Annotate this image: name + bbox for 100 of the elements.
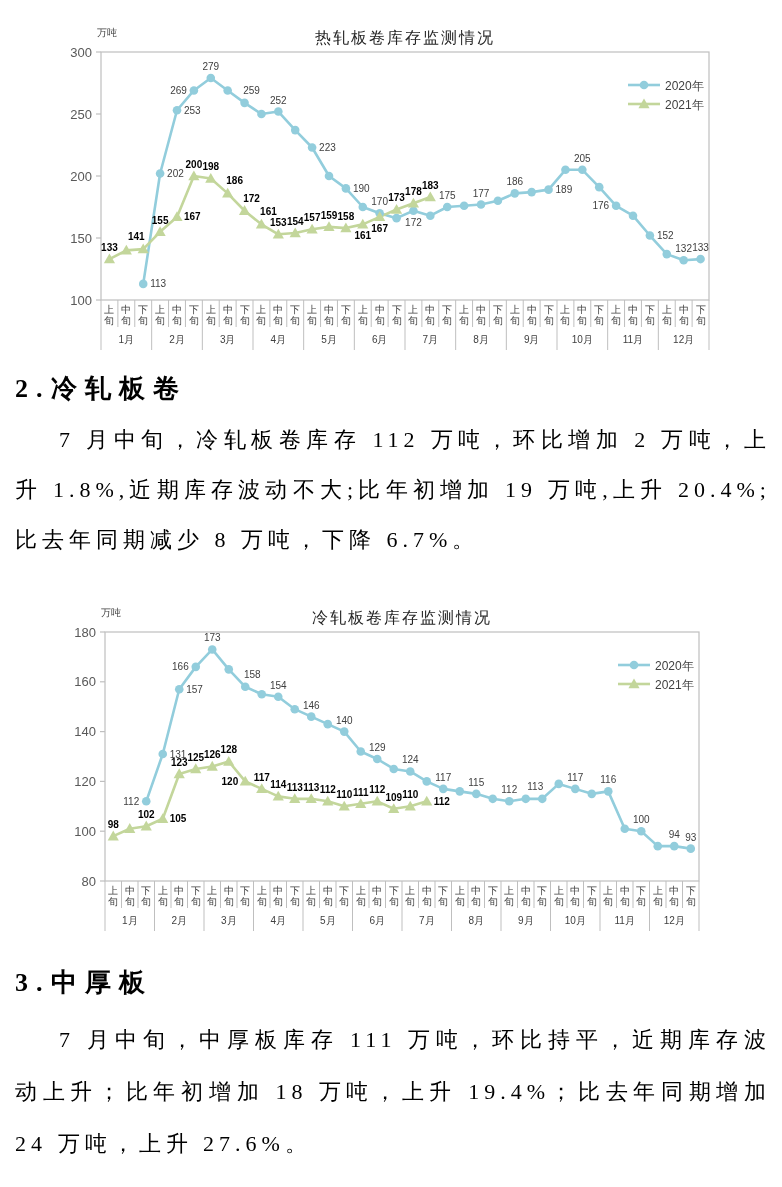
data-label: 158	[243, 668, 262, 680]
x-tick-label: 上旬	[459, 304, 470, 326]
x-tick-label: 中旬	[223, 885, 234, 907]
x-tick-label: 下旬	[644, 304, 655, 326]
data-label: 111	[352, 786, 369, 798]
x-tick-label: 中旬	[124, 885, 135, 907]
y-tick-label: 160	[74, 674, 96, 690]
data-label: 200	[185, 159, 203, 170]
x-tick-label: 中旬	[476, 304, 486, 326]
point	[189, 86, 199, 95]
y-tick-label: 100	[74, 823, 96, 839]
data-label: 157	[303, 212, 321, 224]
point	[544, 185, 553, 194]
x-tick-label: 上旬	[256, 304, 267, 326]
legend-label: 2021年	[665, 97, 704, 112]
point	[158, 749, 168, 759]
chart-title: 冷轧板卷库存监测情况	[312, 609, 492, 626]
data-label: 112	[319, 784, 337, 796]
point	[504, 797, 514, 806]
x-tick-label: 下旬	[239, 304, 250, 326]
x-tick-label: 中旬	[121, 304, 132, 326]
data-label: 190	[352, 182, 371, 194]
point	[107, 830, 119, 841]
text: 2月	[169, 334, 185, 345]
point	[426, 211, 435, 220]
x-tick-label: 上旬	[553, 885, 564, 907]
text: 11月	[622, 334, 644, 345]
data-label: 115	[468, 776, 485, 788]
data-label: 141	[127, 231, 145, 243]
x-tick-label: 中旬	[577, 304, 588, 326]
x-tick-label: 下旬	[487, 885, 498, 907]
point	[140, 820, 152, 831]
x-tick-label: 中旬	[425, 304, 436, 326]
data-label: 153	[269, 217, 288, 229]
data-label: 259	[243, 84, 261, 96]
point	[103, 253, 116, 264]
text: 11月	[614, 915, 635, 926]
point	[537, 794, 547, 804]
data-label: 124	[401, 754, 420, 766]
x-tick-label: 上旬	[155, 304, 166, 326]
point	[174, 684, 184, 694]
data-label: 114	[270, 779, 287, 791]
point	[223, 86, 232, 95]
point	[190, 763, 202, 774]
data-label: 269	[170, 84, 188, 96]
x-tick-label: 上旬	[652, 885, 663, 907]
x-tick-label: 上旬	[207, 885, 218, 907]
point	[594, 182, 604, 192]
text: 1月	[118, 334, 135, 345]
data-label: 183	[421, 180, 440, 192]
data-label: 120	[221, 775, 239, 787]
text: 6月	[369, 915, 386, 926]
chart-title: 热轧板卷库存监测情况	[315, 29, 495, 46]
point	[239, 775, 251, 786]
x-tick-label: 中旬	[372, 885, 383, 907]
x-tick-label: 上旬	[205, 304, 216, 326]
x-tick-label: 中旬	[222, 304, 233, 326]
point	[188, 170, 200, 181]
x-tick-label: 中旬	[421, 885, 432, 907]
point	[554, 779, 564, 789]
data-label: 113	[286, 781, 304, 793]
x-tick-label: 上旬	[509, 304, 520, 326]
point	[374, 211, 386, 222]
text: 7 月中旬，中厚板库存 111 万吨，环比持平，近期库存波动上升；比年初增加 18 万吨，上升 19.4%；比去年同期增加 24 万吨，上升 27.6%。	[15, 1027, 771, 1156]
x-tick-label: 中旬	[324, 304, 334, 326]
x-tick-label: 上旬	[405, 885, 416, 907]
text: 8月	[468, 915, 485, 926]
data-label: 167	[184, 211, 202, 223]
point	[422, 777, 432, 786]
x-tick-label: 下旬	[695, 304, 706, 326]
point	[306, 223, 318, 234]
text: 4月	[270, 915, 287, 926]
point	[157, 813, 169, 823]
point	[207, 645, 217, 654]
point	[628, 211, 638, 220]
point	[645, 231, 655, 240]
x-tick-label: 中旬	[273, 885, 284, 907]
x-tick-label: 上旬	[306, 885, 317, 907]
point	[404, 800, 416, 811]
point	[409, 206, 418, 216]
x-tick-label: 下旬	[290, 304, 301, 326]
data-label: 178	[405, 186, 423, 198]
point	[358, 202, 368, 212]
x-tick-label: 上旬	[357, 304, 368, 326]
x-tick-label: 上旬	[611, 304, 622, 326]
x-tick-label: 中旬	[678, 304, 689, 326]
point	[272, 790, 284, 801]
point	[290, 704, 300, 714]
data-label: 166	[172, 661, 190, 673]
point	[171, 211, 183, 222]
point	[696, 254, 705, 264]
x-tick-label: 下旬	[289, 885, 300, 907]
text: 9月	[523, 334, 540, 345]
x-tick-label: 下旬	[685, 885, 696, 907]
text: 1月	[121, 915, 138, 926]
point	[324, 171, 334, 181]
x-tick-label: 中旬	[273, 304, 284, 326]
data-label: 112	[123, 795, 140, 807]
data-label: 154	[269, 679, 288, 691]
point	[120, 244, 132, 255]
